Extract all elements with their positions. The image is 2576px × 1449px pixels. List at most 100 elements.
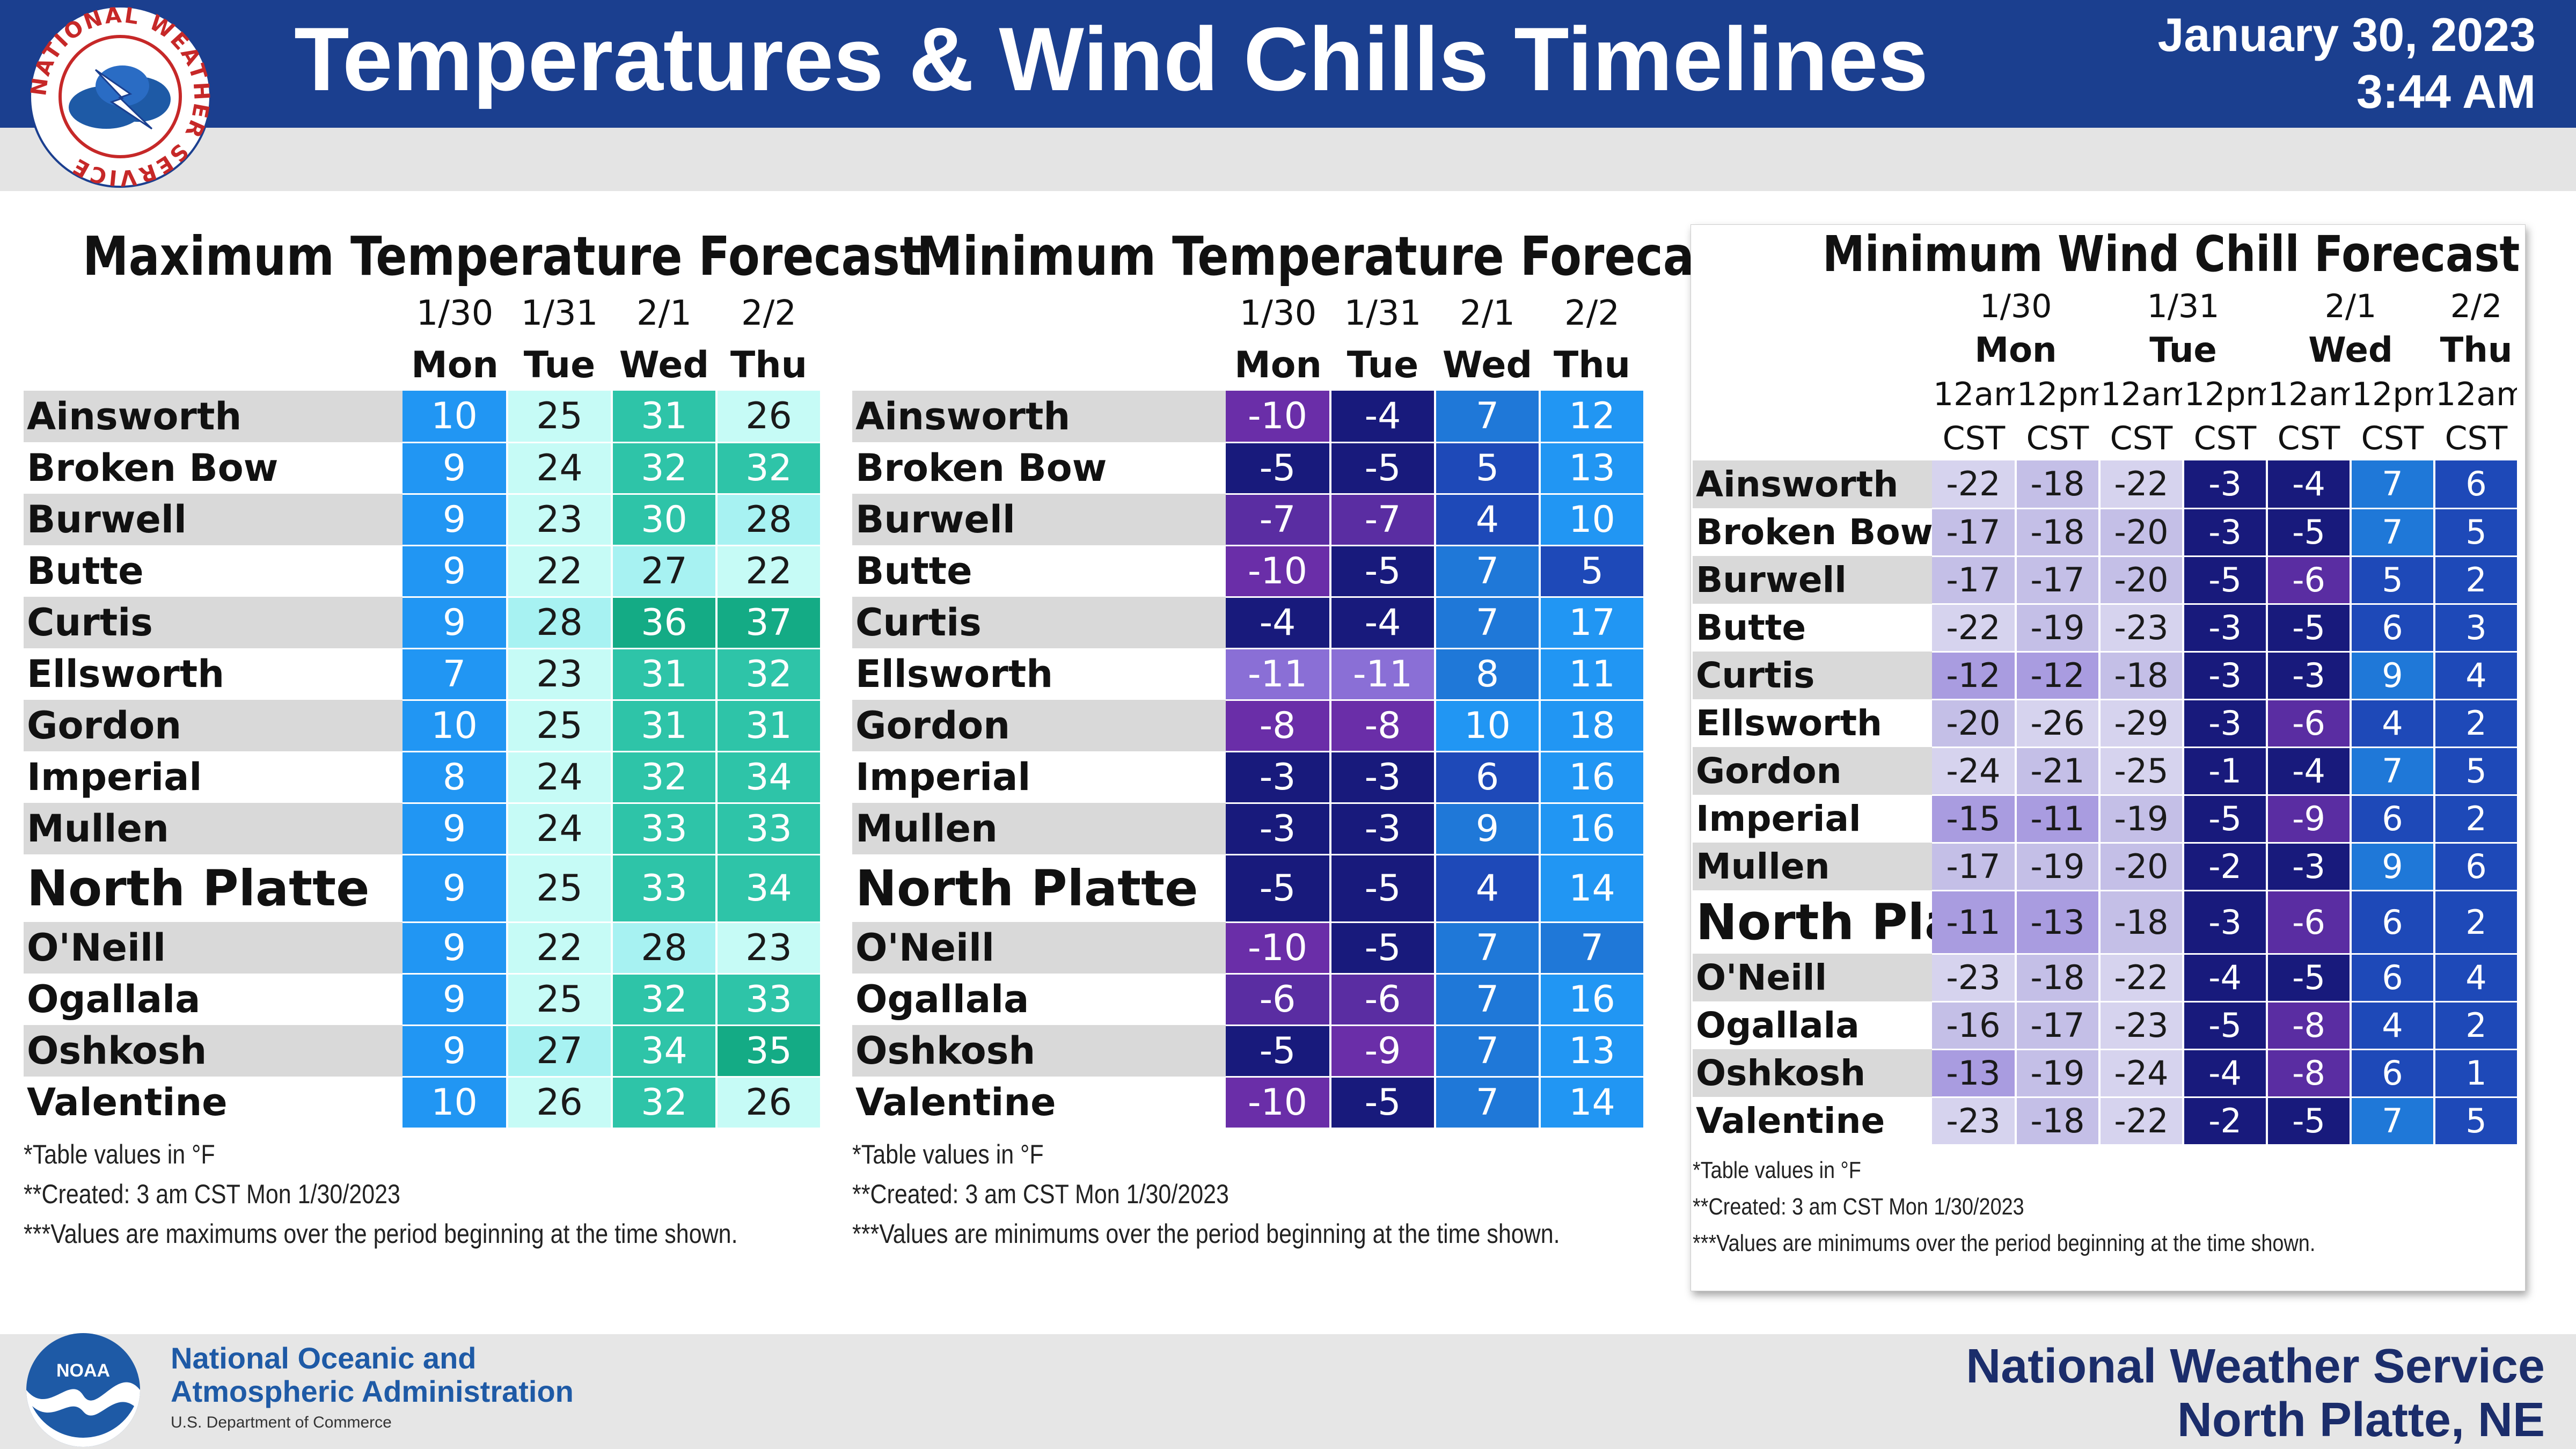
value-cell: 2 [2434, 1001, 2519, 1050]
city-name: Burwell [852, 494, 1226, 545]
value-cell: 32 [716, 442, 822, 495]
city-name: Burwell [1693, 556, 1932, 604]
value-cell: 32 [716, 648, 822, 701]
header-spacer [1693, 284, 1933, 328]
value-cell: 26 [716, 1077, 822, 1129]
value-cell: 10 [1540, 494, 1645, 546]
value-cell: -4 [2267, 747, 2352, 796]
table-row: Curtis 9 28 36 37 [24, 597, 822, 649]
value-cell: 4 [1435, 494, 1541, 546]
tz-header: CST [2016, 416, 2101, 460]
value-cell: 6 [2351, 954, 2435, 1002]
value-cell: 6 [1435, 751, 1541, 804]
value-cell: -15 [1932, 795, 2017, 844]
value-cell: 6 [2434, 460, 2519, 509]
value-cell: 13 [1540, 1025, 1645, 1078]
value-cell: -5 [1330, 442, 1436, 495]
value-cell: 7 [1540, 922, 1645, 975]
value-cell: 7 [1435, 922, 1541, 975]
city-name: Ainsworth [1693, 460, 1932, 508]
value-cell: 3 [2434, 604, 2519, 653]
table-row: Broken Bow -17 -18 -20 -3 -5 7 5 [1693, 508, 2519, 557]
min-temp-notes: *Table values in °F **Created: 3 am CST M… [852, 1135, 1675, 1254]
value-cell: -23 [2099, 1001, 2184, 1050]
page-title: Temperatures & Wind Chills Timelines [294, 9, 1928, 109]
value-cell: -17 [1932, 843, 2017, 891]
value-cell: -19 [2016, 1049, 2101, 1098]
value-cell: -22 [2099, 460, 2184, 509]
table-row: Ainsworth -10 -4 7 12 [852, 391, 1645, 443]
time-header: 12am [2099, 372, 2184, 416]
table-row: Ellsworth -11 -11 8 11 [852, 648, 1645, 701]
value-cell: 16 [1540, 974, 1645, 1026]
tz-header: CST [2099, 416, 2184, 460]
value-cell: 9 [402, 1025, 508, 1078]
table-row: Gordon -24 -21 -25 -1 -4 7 5 [1693, 747, 2519, 796]
table-row: Ogallala 9 25 32 33 [24, 974, 822, 1026]
value-cell: 33 [716, 803, 822, 855]
value-cell: 6 [2434, 843, 2519, 891]
table-row: Gordon 10 25 31 31 [24, 700, 822, 752]
header-bar [0, 0, 2576, 128]
city-name: Valentine [24, 1077, 402, 1128]
city-name: North Platte [24, 854, 402, 922]
value-cell: -6 [1226, 974, 1331, 1026]
value-cell: -5 [1226, 1025, 1331, 1078]
value-cell: -3 [1226, 803, 1331, 855]
date-text: January 30, 2023 [2157, 8, 2536, 61]
value-cell: -5 [1226, 854, 1331, 923]
office-location: North Platte, NE [2177, 1393, 2545, 1447]
time-header: 12am [2267, 372, 2352, 416]
value-cell: 22 [507, 922, 613, 975]
note-line: ***Values are minimums over the period b… [1693, 1230, 2316, 1256]
value-cell: -4 [1330, 391, 1436, 443]
value-cell: -3 [2267, 843, 2352, 891]
value-cell: 7 [2351, 460, 2435, 509]
value-cell: -17 [2016, 556, 2101, 605]
table-row: Curtis -12 -12 -18 -3 -3 9 4 [1693, 652, 2519, 700]
value-cell: 32 [612, 1077, 718, 1129]
tz-header: CST [1932, 416, 2017, 460]
noaa-name-block: National Oceanic and Atmospheric Adminis… [171, 1342, 574, 1432]
value-cell: 6 [2351, 604, 2435, 653]
table-row: Ainsworth 10 25 31 26 [24, 391, 822, 443]
value-cell: -9 [2267, 795, 2352, 844]
noaa-logo-text: NOAA [56, 1360, 110, 1381]
value-cell: 4 [2434, 954, 2519, 1002]
value-cell: -5 [1226, 442, 1331, 495]
time-header: 12am [2434, 372, 2519, 416]
header-row: 1/30 1/31 2/1 2/2 [1693, 284, 2519, 328]
value-cell: -5 [1330, 854, 1436, 923]
date-header: 1/31 [507, 288, 613, 339]
value-cell: 27 [507, 1025, 613, 1078]
value-cell: -20 [2099, 843, 2184, 891]
value-cell: -22 [1932, 460, 2017, 509]
value-cell: -8 [1330, 700, 1436, 752]
max-temp-table: 1/30 1/31 2/1 2/2 Mon Tue Wed Thu Ainsworth 10 25 3… [24, 288, 822, 1129]
value-cell: -5 [2183, 795, 2268, 844]
value-cell: 9 [2351, 843, 2435, 891]
value-cell: -3 [2183, 508, 2268, 557]
day-header: Wed [1435, 339, 1541, 391]
value-cell: -3 [2183, 890, 2268, 955]
value-cell: 26 [716, 391, 822, 443]
date-header: 2/2 [1540, 288, 1645, 339]
table-row: Valentine -10 -5 7 14 [852, 1077, 1645, 1129]
value-cell: 5 [1435, 442, 1541, 495]
value-cell: 8 [1435, 648, 1541, 701]
value-cell: 27 [612, 545, 718, 598]
value-cell: 31 [612, 648, 718, 701]
table-row: Oshkosh -13 -19 -24 -4 -8 6 1 [1693, 1049, 2519, 1098]
value-cell: -8 [2267, 1049, 2352, 1098]
value-cell: 10 [402, 391, 508, 443]
value-cell: 9 [402, 854, 508, 923]
city-name: Valentine [852, 1077, 1226, 1128]
city-name: Imperial [1693, 795, 1932, 843]
value-cell: -5 [1330, 1077, 1436, 1129]
value-cell: -24 [2099, 1049, 2184, 1098]
city-name: Ogallala [852, 974, 1226, 1025]
value-cell: 37 [716, 597, 822, 649]
value-cell: -18 [2016, 1097, 2101, 1146]
value-cell: 6 [2351, 795, 2435, 844]
value-cell: 22 [507, 545, 613, 598]
